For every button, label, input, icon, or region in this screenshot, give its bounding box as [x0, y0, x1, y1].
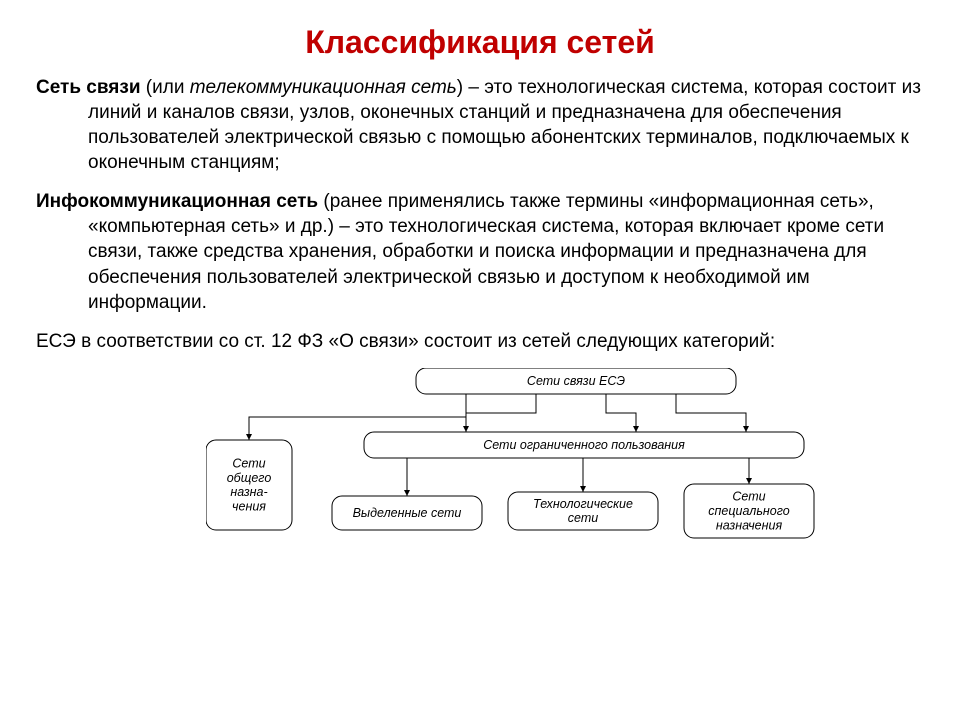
- diagram-node-general: Сетиобщегоназна-чения: [206, 440, 292, 530]
- paragraph-2: Инфокоммуникационная сеть (ранее применя…: [36, 189, 924, 314]
- p1-mid: (или: [141, 77, 190, 98]
- p1-after: ) – это технологическая: [457, 77, 671, 98]
- diagram-node-label: общего: [227, 471, 272, 485]
- diagram-node-label: Сети: [732, 489, 765, 503]
- diagram-node-dedic: Выделенные сети: [332, 496, 482, 530]
- paragraph-1: Сеть связи (или телекоммуникационная сет…: [36, 75, 924, 175]
- diagram-node-label: назна-: [230, 485, 267, 499]
- p1-term-bold: Сеть связи: [36, 77, 141, 98]
- diagram-node-label: сети: [568, 511, 598, 525]
- diagram-node-root: Сети связи ЕСЭ: [416, 368, 736, 394]
- diagram-edge: [606, 394, 636, 432]
- diagram-node-label: Сети связи ЕСЭ: [527, 374, 625, 388]
- slide-title: Классификация сетей: [36, 24, 924, 61]
- diagram-node-label: Сети: [232, 456, 265, 470]
- diagram-node-label: специального: [708, 504, 789, 518]
- diagram-node-label: Выделенные сети: [353, 506, 462, 520]
- diagram-node-special: Сетиспециальногоназначения: [684, 484, 814, 538]
- diagram-node-limited: Сети ограниченного пользования: [364, 432, 804, 458]
- diagram-edge: [466, 394, 536, 432]
- diagram-node-label: Технологические: [533, 497, 633, 511]
- diagram-edge: [676, 394, 746, 432]
- paragraph-3: ЕСЭ в соответствии со ст. 12 ФЗ «О связи…: [36, 329, 924, 354]
- p1-term-italic: телекоммуникационная сеть: [190, 77, 457, 98]
- diagram-node-label: назначения: [716, 518, 783, 532]
- diagram-container: Сети связи ЕСЭСетиобщегоназна-ченияСети …: [36, 368, 924, 550]
- p2-term-bold: Инфокоммуникационная сеть: [36, 191, 318, 212]
- diagram-node-label: чения: [232, 499, 266, 513]
- diagram-node-label: Сети ограниченного пользования: [483, 438, 685, 452]
- diagram-node-tech: Технологическиесети: [508, 492, 658, 530]
